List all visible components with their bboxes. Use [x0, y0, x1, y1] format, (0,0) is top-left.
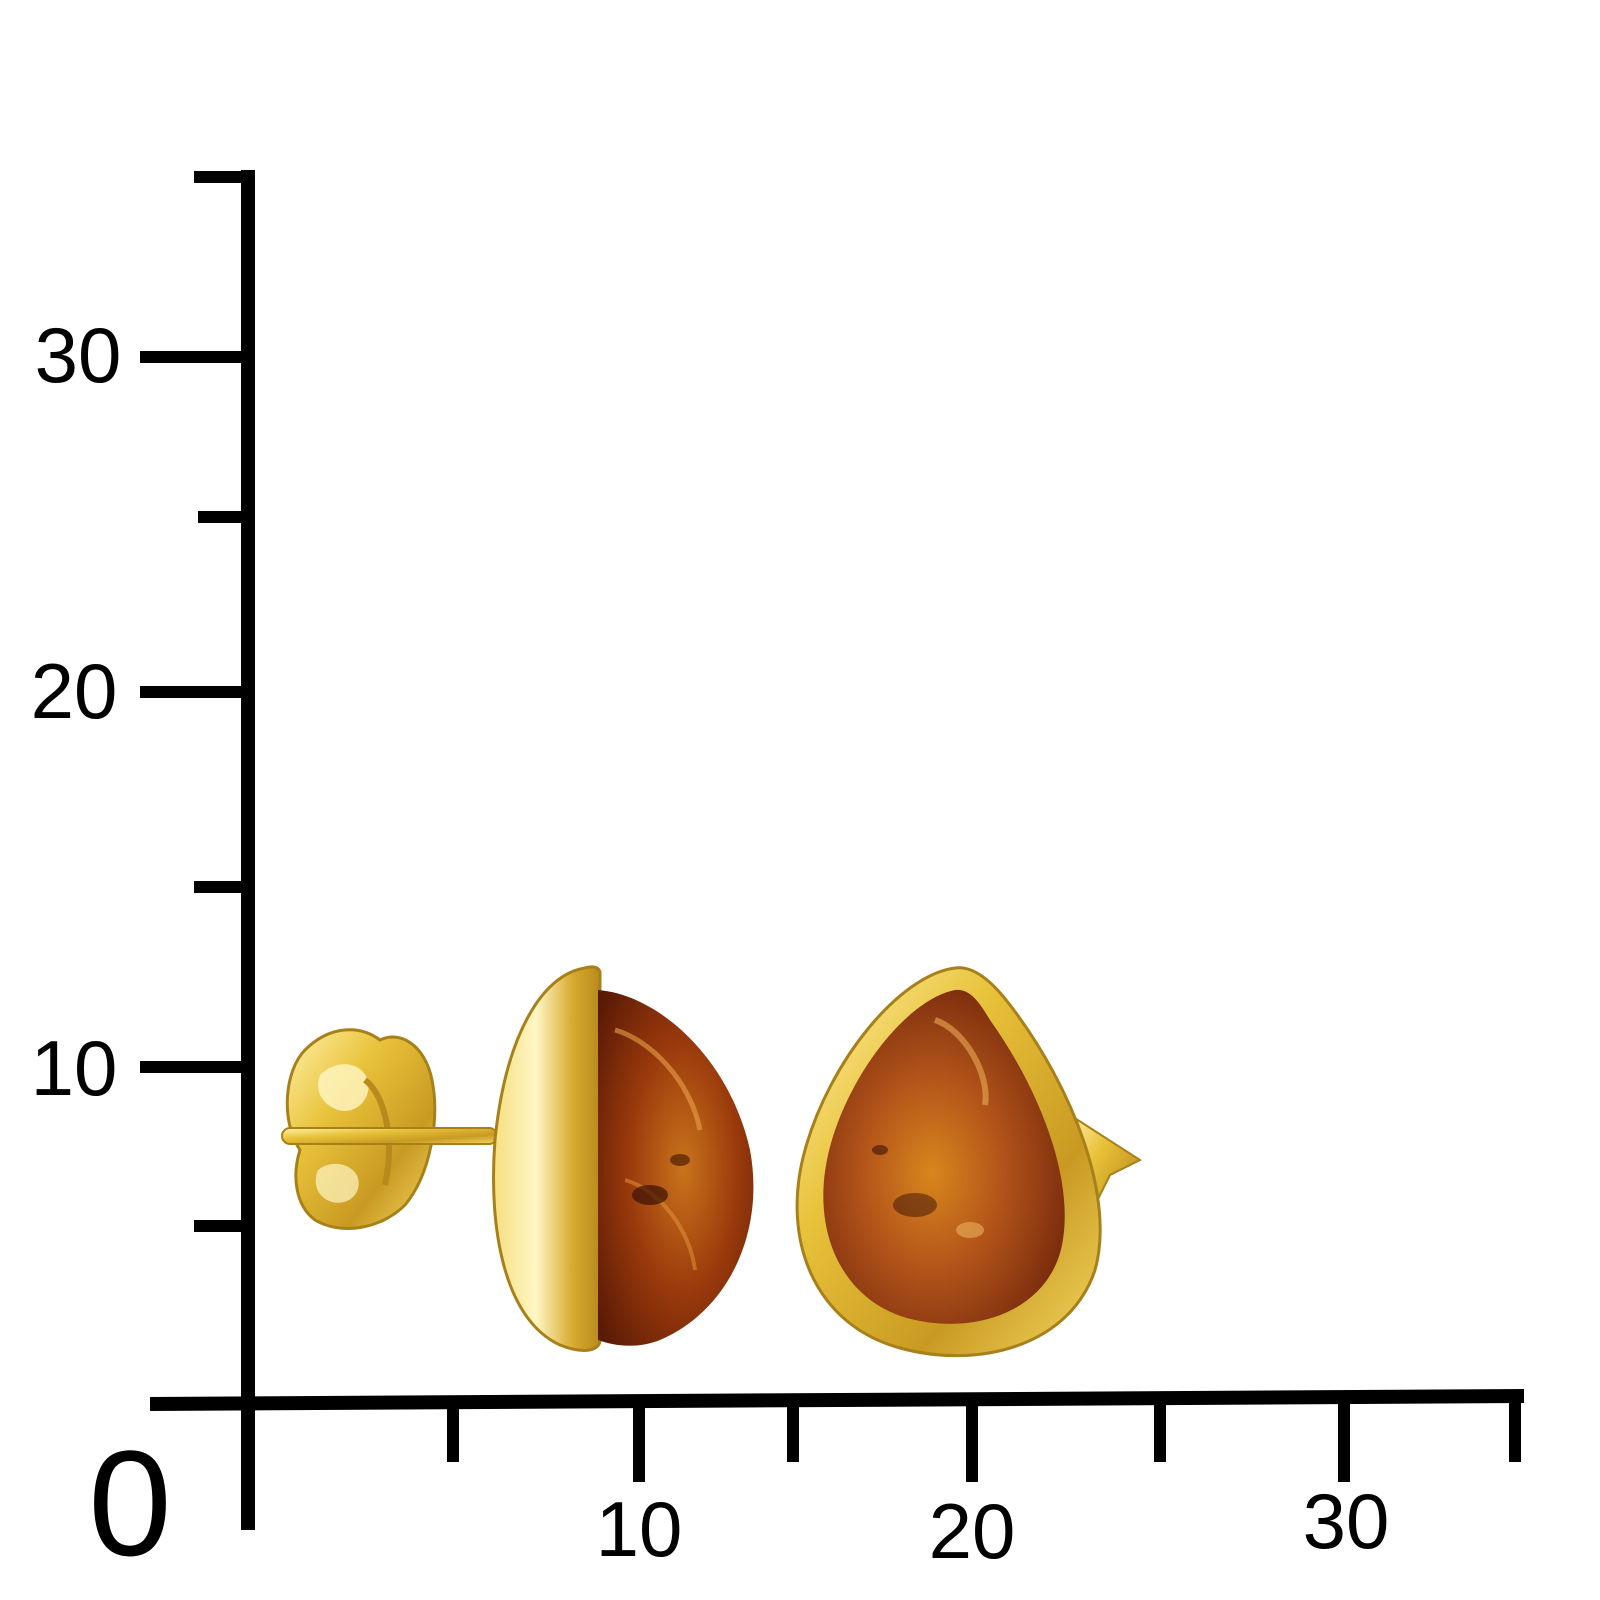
origin-label: 0 [88, 1419, 171, 1587]
ruler: 30 20 10 0 10 20 30 [31, 170, 1525, 1587]
earring-post [281, 1127, 498, 1145]
y-label-10: 10 [31, 1024, 118, 1112]
x-label-30: 30 [1303, 1477, 1390, 1565]
bezel-side [492, 965, 602, 1352]
right-earring [795, 966, 1143, 1358]
amber-stone-side [598, 990, 754, 1346]
y-label-30: 30 [35, 311, 122, 399]
x-label-20: 20 [929, 1487, 1016, 1575]
left-earring [281, 965, 754, 1352]
x-label-10: 10 [596, 1485, 683, 1573]
y-label-20: 20 [31, 647, 118, 735]
amber-stone-front [823, 989, 1065, 1324]
x-axis-line [149, 1389, 1525, 1411]
